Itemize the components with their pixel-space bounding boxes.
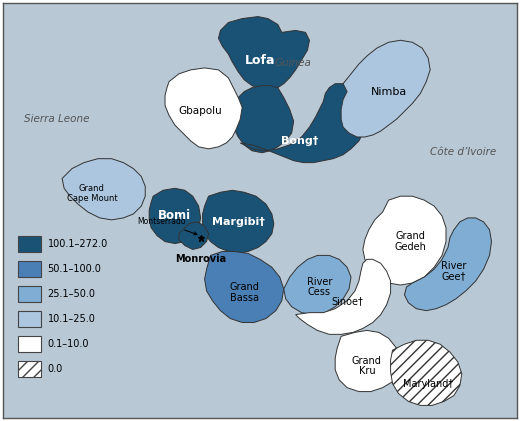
Text: River
Cess: River Cess [307, 277, 332, 297]
Polygon shape [284, 256, 351, 314]
Bar [18, 236, 42, 252]
Polygon shape [295, 259, 391, 334]
Text: Grand
Gedeh: Grand Gedeh [395, 231, 426, 252]
Text: 50.1–100.0: 50.1–100.0 [47, 264, 101, 274]
Polygon shape [149, 188, 201, 244]
Text: Côte d’Ivoire: Côte d’Ivoire [430, 147, 496, 157]
Text: Nimba: Nimba [370, 87, 407, 96]
Polygon shape [391, 340, 462, 405]
Polygon shape [179, 222, 209, 250]
Polygon shape [335, 330, 400, 392]
Text: Bong†: Bong† [281, 136, 318, 146]
Text: Monrovia: Monrovia [175, 254, 226, 264]
Bar [18, 261, 42, 277]
Text: 25.1–50.0: 25.1–50.0 [47, 289, 96, 299]
Text: Gbapolu: Gbapolu [179, 107, 223, 116]
Text: Bomi: Bomi [159, 209, 191, 222]
Polygon shape [363, 196, 446, 285]
Text: 10.1–25.0: 10.1–25.0 [47, 314, 95, 324]
Text: Grand
Bassa: Grand Bassa [229, 282, 259, 303]
Polygon shape [62, 159, 145, 220]
Polygon shape [341, 40, 430, 137]
Bar [18, 286, 42, 302]
Text: Guinea: Guinea [275, 58, 312, 68]
Polygon shape [232, 85, 294, 153]
Text: 0.1–10.0: 0.1–10.0 [47, 339, 89, 349]
Polygon shape [405, 218, 491, 311]
Polygon shape [204, 251, 284, 322]
Polygon shape [218, 16, 309, 90]
Text: Grand
Kru: Grand Kru [352, 355, 382, 376]
Polygon shape [240, 84, 367, 163]
Text: Sinoe†: Sinoe† [331, 296, 363, 306]
Polygon shape [203, 190, 274, 253]
Text: Sierra Leone: Sierra Leone [24, 114, 89, 124]
Text: Maryland†: Maryland† [403, 378, 453, 389]
Text: Margibi†: Margibi† [212, 217, 265, 227]
Bar [18, 311, 42, 327]
Polygon shape [165, 68, 242, 149]
Text: 0.0: 0.0 [47, 364, 63, 374]
Text: Grand
Cape Mount: Grand Cape Mount [67, 184, 117, 203]
Bar [18, 361, 42, 377]
Text: Lofa: Lofa [245, 53, 275, 67]
Text: River
Gee†: River Gee† [441, 261, 466, 282]
Text: 100.1–272.0: 100.1–272.0 [47, 239, 108, 249]
Bar [18, 336, 42, 352]
Text: Montserrado: Montserrado [137, 217, 197, 235]
